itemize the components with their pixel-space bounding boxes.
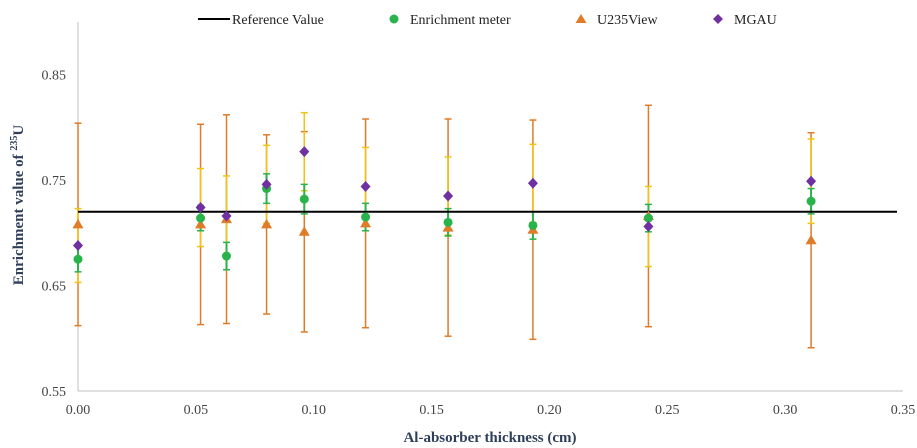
enrichment-meter-point: [443, 217, 453, 227]
error-bars: [74, 104, 815, 349]
legend: Reference Value Enrichment meter U235Vie…: [198, 13, 777, 28]
x-tick-labels: 0.00 0.05 0.10 0.15 0.20 0.25 0.30 0.35: [66, 403, 916, 418]
x-tick-label: 0.00: [66, 403, 91, 418]
u235view-point: [72, 218, 84, 229]
legend-reference-label: Reference Value: [232, 13, 324, 28]
legend-enrichment-meter-swatch: [389, 14, 399, 24]
x-tick-label: 0.25: [655, 403, 680, 418]
mgau-point: [360, 180, 371, 192]
x-tick-label: 0.10: [301, 403, 326, 418]
y-tick-label: 0.55: [42, 385, 67, 400]
y-tick-label: 0.75: [42, 174, 67, 189]
mgau-point: [221, 210, 232, 222]
x-tick-label: 0.15: [419, 403, 444, 418]
u235view-point: [195, 218, 207, 229]
y-axis-title-prefix: Enrichment value of: [11, 151, 27, 286]
y-tick-label: 0.65: [42, 280, 67, 295]
legend-enrichment-meter-label: Enrichment meter: [410, 13, 511, 28]
u235view-point: [805, 234, 817, 245]
enrichment-meter-point: [643, 213, 653, 223]
y-axis-title-suffix: U: [11, 125, 27, 136]
mgau-point: [527, 177, 538, 189]
legend-mgau-label: MGAU: [734, 13, 777, 28]
u235view-point: [360, 217, 372, 228]
legend-u235view-label: U235View: [597, 13, 658, 28]
mgau-point: [806, 175, 817, 187]
x-tick-label: 0.05: [184, 403, 209, 418]
enrichment-meter-point: [528, 220, 538, 230]
x-tick-label: 0.35: [891, 403, 916, 418]
mgau-point: [443, 190, 454, 202]
enrichment-meter-point: [806, 196, 816, 206]
enrichment-meter-point: [299, 194, 309, 204]
mgau-point: [73, 240, 83, 252]
enrichment-meter-point: [222, 251, 231, 261]
enrichment-meter-point: [361, 212, 371, 222]
u235view-point: [261, 218, 273, 229]
legend-mgau-swatch: [713, 14, 723, 24]
y-tick-label: 0.85: [42, 69, 67, 84]
u235view-point: [442, 222, 454, 232]
enrichment-meter-point: [196, 213, 206, 223]
x-tick-label: 0.30: [773, 403, 798, 418]
enrichment-meter-point: [73, 254, 83, 264]
mgau-point: [299, 146, 310, 158]
y-axis-title: Enrichment value of 235U: [9, 125, 27, 286]
x-axis-title: Al-absorber thickness (cm): [403, 430, 576, 446]
mgau-point: [195, 202, 206, 214]
legend-u235view-swatch: [575, 14, 587, 23]
mgau-point: [261, 178, 272, 190]
y-tick-labels: 0.55 0.65 0.75 0.85: [42, 69, 67, 400]
mgau-point: [643, 221, 654, 233]
x-tick-label: 0.20: [537, 403, 562, 418]
u235view-point: [298, 226, 310, 236]
y-axis-title-superscript: 235: [9, 136, 20, 151]
data-markers: [72, 146, 817, 264]
